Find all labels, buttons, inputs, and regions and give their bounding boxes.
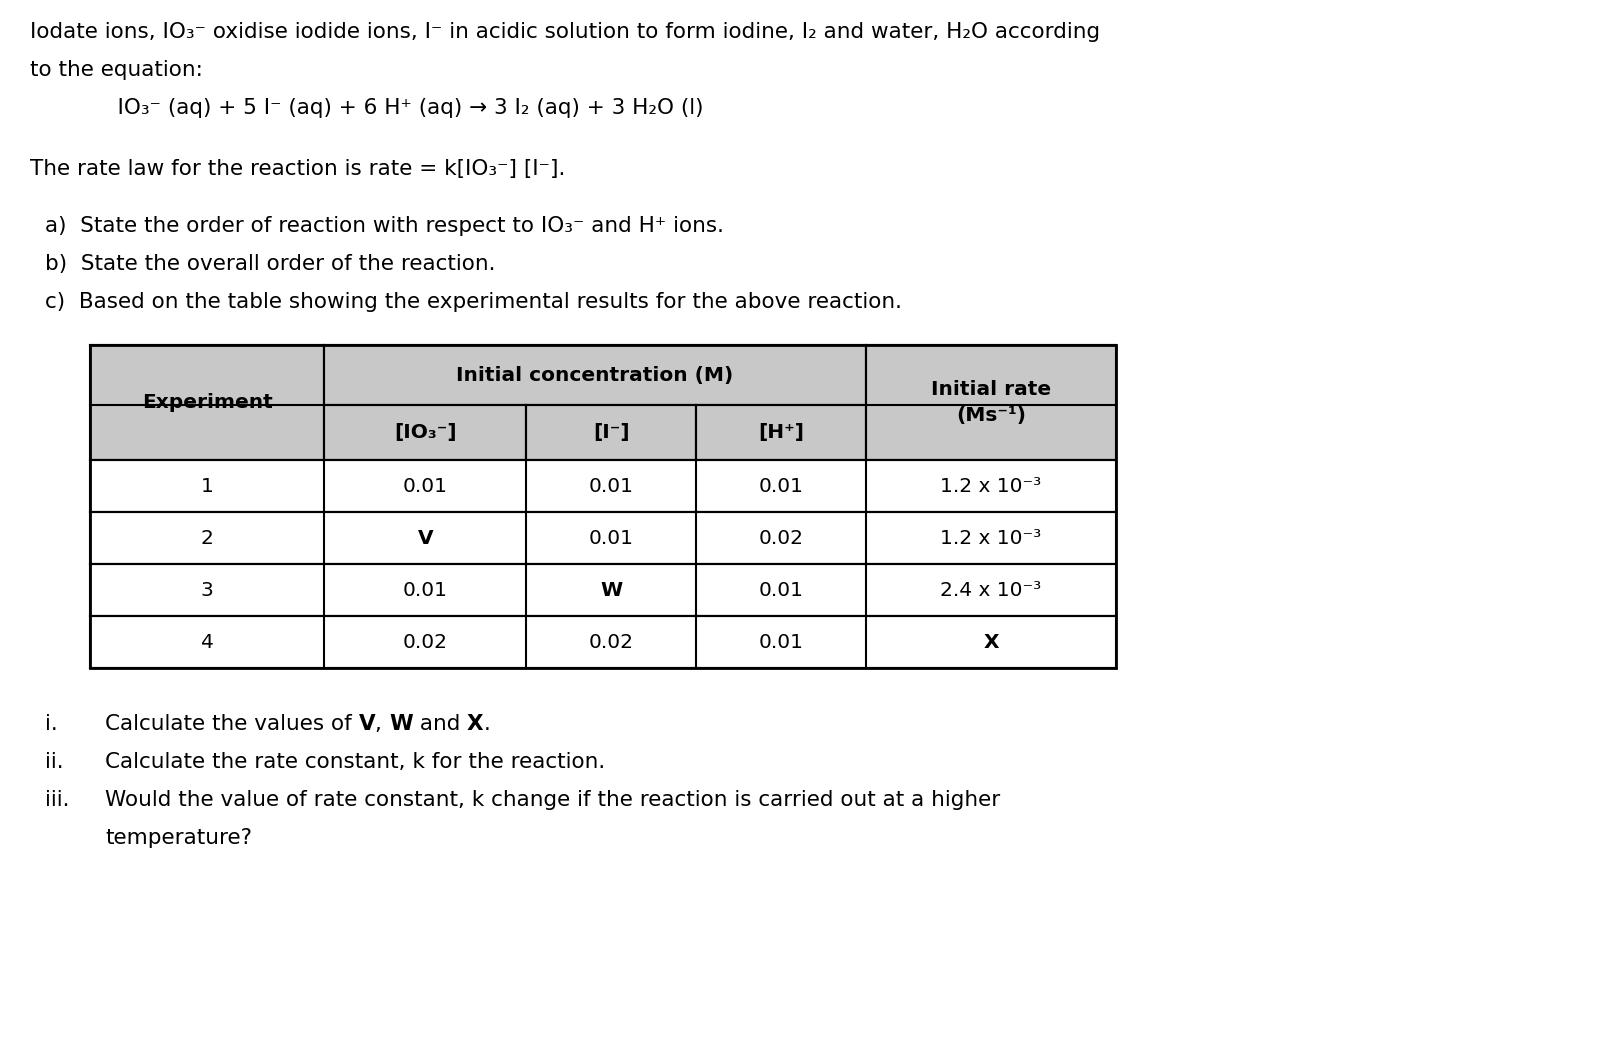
Text: 0.01: 0.01 [758, 632, 803, 652]
Text: Would the value of rate constant, k change if the reaction is carried out at a h: Would the value of rate constant, k chan… [105, 790, 1000, 809]
Text: The rate law for the reaction is rate = k[IO₃⁻] [I⁻].: The rate law for the reaction is rate = … [31, 159, 566, 178]
Bar [90, 616, 1117, 668]
Bar [696, 405, 866, 460]
Text: 0.01: 0.01 [758, 477, 803, 495]
Text: iii.: iii. [45, 790, 69, 809]
Text: [IO₃⁻]: [IO₃⁻] [394, 423, 457, 442]
Bar [90, 512, 1117, 564]
Text: c)  Based on the table showing the experimental results for the above reaction.: c) Based on the table showing the experi… [45, 292, 902, 312]
Text: 4: 4 [200, 632, 213, 652]
Text: Calculate the values of: Calculate the values of [105, 713, 359, 733]
Text: Experiment: Experiment [142, 393, 273, 412]
Text: a)  State the order of reaction with respect to IO₃⁻ and H⁺ ions.: a) State the order of reaction with resp… [45, 216, 724, 236]
Bar [866, 345, 1117, 460]
Text: 0.01: 0.01 [758, 581, 803, 600]
Text: 0.01: 0.01 [588, 529, 633, 548]
Bar [90, 460, 1117, 512]
Text: temperature?: temperature? [105, 827, 252, 848]
Bar [90, 564, 1117, 616]
Text: 0.02: 0.02 [758, 529, 803, 548]
Text: X: X [467, 713, 483, 733]
Text: b)  State the overall order of the reaction.: b) State the overall order of the reacti… [45, 253, 496, 274]
Text: 0.02: 0.02 [402, 632, 448, 652]
Text: 0.01: 0.01 [402, 581, 448, 600]
Bar [90, 345, 1117, 668]
Text: and: and [412, 713, 467, 733]
Text: Initial rate
(Ms⁻¹): Initial rate (Ms⁻¹) [931, 380, 1050, 426]
Bar [527, 405, 696, 460]
Text: IO₃⁻ (aq) + 5 I⁻ (aq) + 6 H⁺ (aq) → 3 I₂ (aq) + 3 H₂O (l): IO₃⁻ (aq) + 5 I⁻ (aq) + 6 H⁺ (aq) → 3 I₂… [90, 98, 703, 118]
Text: Initial concentration (M): Initial concentration (M) [456, 365, 734, 385]
Text: 1: 1 [200, 477, 213, 495]
Bar [90, 345, 325, 460]
Text: 2: 2 [200, 529, 213, 548]
Bar [325, 405, 527, 460]
Text: Calculate the rate constant, k for the reaction.: Calculate the rate constant, k for the r… [105, 752, 606, 772]
Text: .: . [483, 713, 491, 733]
Text: W: W [389, 713, 412, 733]
Text: 2.4 x 10⁻³: 2.4 x 10⁻³ [941, 581, 1042, 600]
Text: [I⁻]: [I⁻] [593, 423, 630, 442]
Text: 0.01: 0.01 [402, 477, 448, 495]
Text: [H⁺]: [H⁺] [758, 423, 803, 442]
Text: 3: 3 [200, 581, 213, 600]
Text: V: V [417, 529, 433, 548]
Text: W: W [600, 581, 622, 600]
Text: 1.2 x 10⁻³: 1.2 x 10⁻³ [941, 477, 1042, 495]
Text: ,: , [375, 713, 389, 733]
Text: ii.: ii. [45, 752, 63, 772]
Text: V: V [359, 713, 375, 733]
Bar [325, 345, 866, 405]
Text: to the equation:: to the equation: [31, 60, 204, 80]
Text: 0.01: 0.01 [588, 477, 633, 495]
Text: X: X [983, 632, 999, 652]
Text: 1.2 x 10⁻³: 1.2 x 10⁻³ [941, 529, 1042, 548]
Text: Iodate ions, IO₃⁻ oxidise iodide ions, I⁻ in acidic solution to form iodine, I₂ : Iodate ions, IO₃⁻ oxidise iodide ions, I… [31, 22, 1100, 42]
Text: i.: i. [45, 713, 58, 733]
Text: 0.02: 0.02 [588, 632, 633, 652]
